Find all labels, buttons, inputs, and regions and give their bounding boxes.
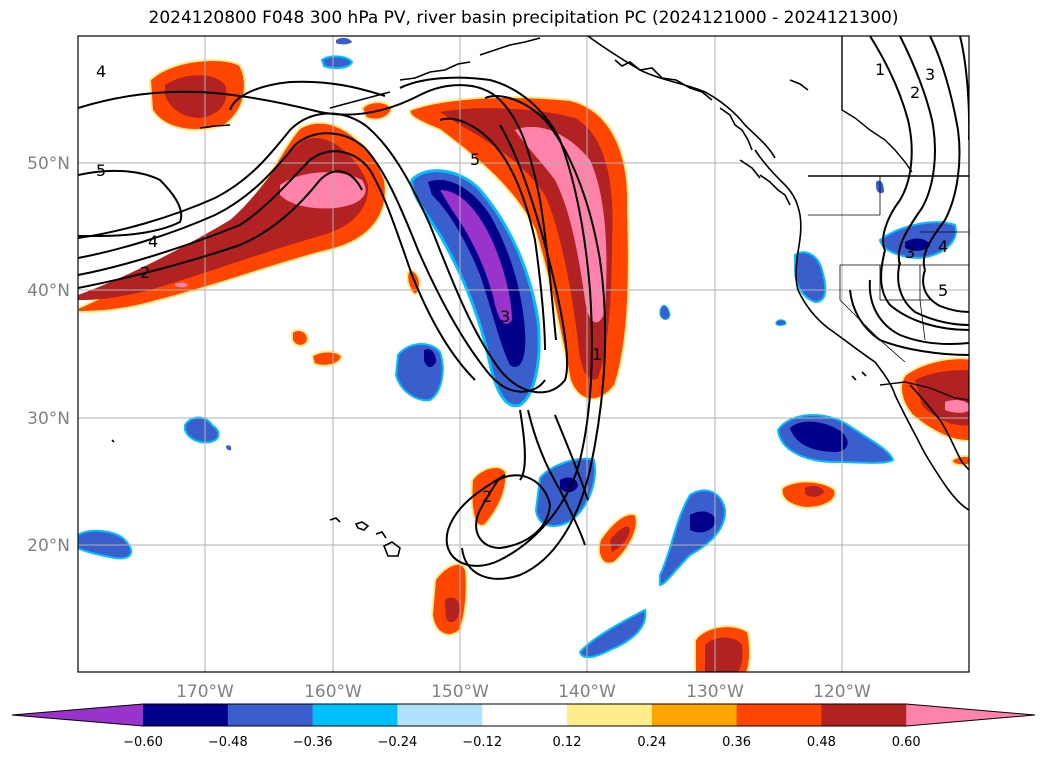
lon-label: 170°W (176, 682, 234, 702)
lon-label: 130°W (686, 682, 744, 702)
colorbar-tick-label: −0.12 (462, 735, 502, 750)
colorbar-outline (11, 703, 1036, 727)
pv-contour-label: 4 (96, 62, 106, 81)
pv-contour-label: 4 (938, 237, 948, 256)
colorbar-extend-low (12, 704, 143, 726)
lon-label: 120°W (813, 682, 871, 702)
colorbar-tick-label: −0.60 (123, 735, 163, 750)
positive-band-west (78, 121, 387, 314)
colorbar-tick-label: −0.48 (208, 735, 248, 750)
pv-contour-label: 3 (905, 243, 915, 262)
pv-contour-label: 2 (910, 83, 920, 102)
colorbar-tick-label: 0.12 (553, 735, 582, 750)
pv-contour-labels: 4 5 4 2 5 3 1 2 1 2 3 3 4 5 (96, 60, 948, 506)
colorbar-segment (821, 704, 907, 726)
pv-contour-label: 1 (875, 60, 885, 79)
lat-label: 20°N (27, 536, 70, 556)
lat-label: 40°N (27, 281, 70, 301)
colorbar: −0.60 −0.48 −0.36 −0.24 −0.12 0.12 0.24 … (11, 703, 1036, 750)
colorbar-extend-high (906, 704, 1035, 726)
map-border (77, 35, 970, 673)
colorbar-tick-label: −0.36 (293, 735, 333, 750)
borders (808, 36, 969, 401)
positive-band-east (408, 96, 630, 401)
pv-contour-label: 2 (140, 263, 150, 282)
colorbar-segment (227, 704, 314, 726)
colorbar-tick-label: 0.24 (637, 735, 666, 750)
colorbar-segment (143, 704, 229, 726)
lon-label: 160°W (304, 682, 362, 702)
colorbar-ticks: −0.60 −0.48 −0.36 −0.24 −0.12 0.12 0.24 … (123, 735, 921, 750)
colorbar-tick-label: 0.36 (722, 735, 751, 750)
colorbar-tick-label: −0.24 (377, 735, 417, 750)
pv-contour-label: 2 (482, 487, 492, 506)
lat-label: 30°N (27, 409, 70, 429)
pv-contour-label: 5 (470, 150, 480, 169)
coastlines (111, 36, 969, 557)
colorbar-segment (651, 704, 738, 726)
lon-label: 150°W (431, 682, 489, 702)
longitude-labels: 170°W 160°W 150°W 140°W 130°W 120°W (176, 682, 871, 702)
map-title: 2024120800 F048 300 hPa PV, river basin … (148, 8, 899, 28)
colorbar-segment (736, 704, 822, 726)
colorbar-segment (567, 704, 653, 726)
positive-blob-northwest (148, 59, 246, 131)
colorbar-segment (312, 704, 398, 726)
latitude-labels: 50°N 40°N 30°N 20°N (27, 154, 70, 556)
pv-contour-label: 1 (592, 345, 602, 364)
pv-contours (78, 36, 969, 580)
pv-contour-label: 5 (96, 161, 106, 180)
colorbar-segment (482, 704, 568, 726)
colorbar-segment (397, 704, 483, 726)
pv-contour-label: 5 (938, 281, 948, 300)
lat-label: 50°N (27, 154, 70, 174)
pv-contour-label: 4 (148, 232, 158, 251)
colorbar-tick-label: 0.60 (892, 735, 921, 750)
pv-contour-label: 3 (500, 307, 510, 326)
lon-label: 140°W (558, 682, 616, 702)
colorbar-tick-label: 0.48 (807, 735, 836, 750)
pv-contour-label: 3 (925, 65, 935, 84)
